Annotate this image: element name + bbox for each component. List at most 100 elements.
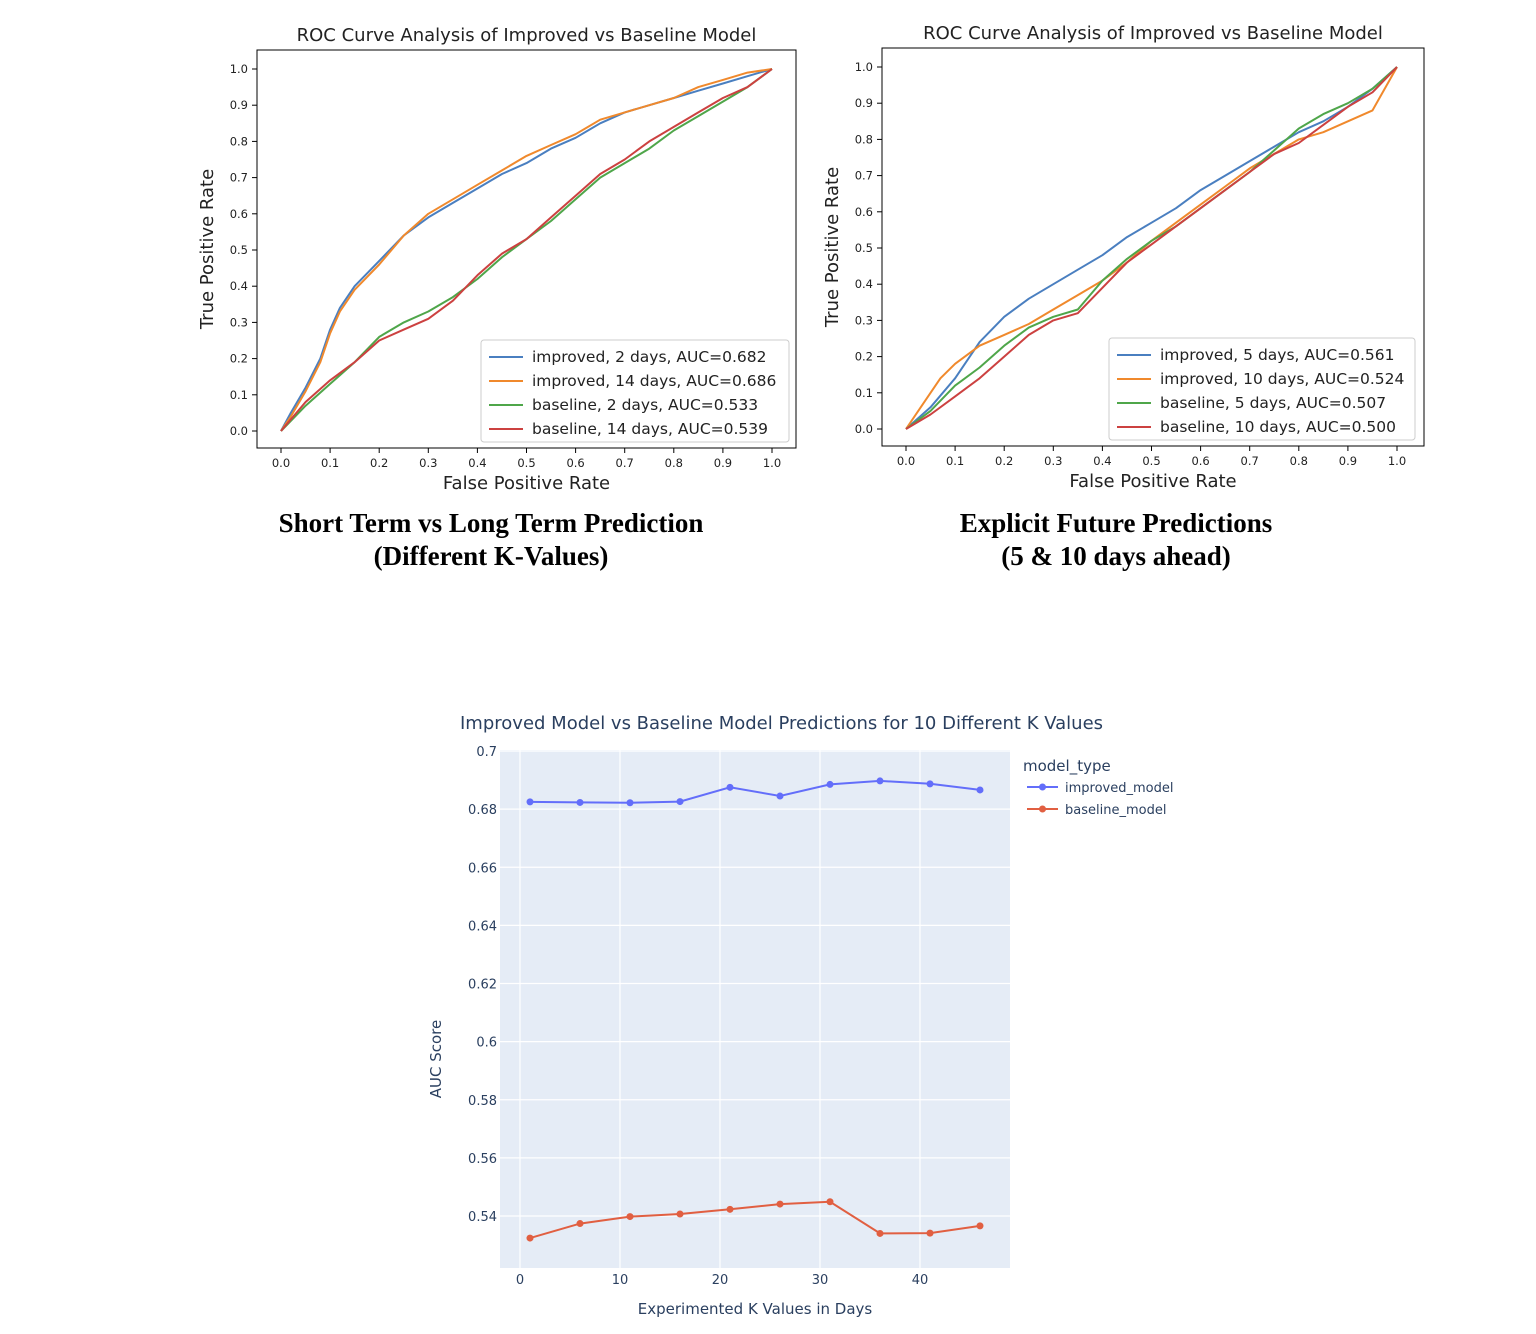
y-tick-label: 0.1: [855, 386, 873, 400]
point-improved_model: [526, 798, 534, 806]
caption-right: Explicit Future Predictions (5 & 10 days…: [866, 507, 1366, 573]
point-improved_model: [926, 780, 934, 788]
point-improved_model: [676, 798, 684, 806]
legend-label: improved, 10 days, AUC=0.524: [1160, 370, 1404, 388]
x-tick-label: 10: [612, 1273, 629, 1288]
roc-line-series-4: [905, 66, 1398, 430]
x-tick-label: 40: [912, 1273, 929, 1288]
x-tick-label: 0.2: [995, 454, 1013, 468]
caption-left: Short Term vs Long Term Prediction (Diff…: [191, 507, 791, 573]
x-tick-label: 0.7: [1241, 454, 1259, 468]
legend-marker: [1039, 805, 1046, 813]
x-tick-label: 0.2: [370, 456, 388, 470]
roc-chart-short-vs-long-term: ROC Curve Analysis of Improved vs Baseli…: [197, 25, 797, 494]
x-tick-label: 0.3: [1044, 454, 1062, 468]
y-axis-label: True Positive Rate: [822, 167, 843, 328]
y-tick-label: 0.6: [476, 1036, 497, 1051]
point-baseline_model: [776, 1200, 784, 1208]
x-tick-label: 0.6: [566, 456, 584, 470]
y-tick-label: 0.66: [468, 861, 497, 876]
x-axis-label: Experimented K Values in Days: [638, 1300, 873, 1318]
point-baseline_model: [726, 1205, 734, 1213]
y-tick-label: 0.6: [230, 207, 248, 221]
point-baseline_model: [876, 1229, 884, 1237]
legend-label: baseline, 5 days, AUC=0.507: [1160, 394, 1386, 412]
caption-right-line2: (5 & 10 days ahead): [1001, 541, 1231, 571]
legend-title: model_type: [1023, 757, 1111, 776]
point-improved_model: [976, 786, 984, 794]
point-baseline_model: [526, 1234, 534, 1242]
y-tick-label: 1.0: [855, 60, 873, 74]
chart-title: ROC Curve Analysis of Improved vs Baseli…: [923, 23, 1383, 44]
x-tick-label: 0.4: [468, 456, 486, 470]
caption-left-line1: Short Term vs Long Term Prediction: [278, 508, 704, 538]
roc-line-series-4: [280, 68, 773, 432]
x-tick-label: 0.5: [1142, 454, 1160, 468]
line-baseline_model: [529, 1200, 981, 1240]
y-tick-label: 0.2: [230, 352, 248, 366]
plot-background: [500, 750, 1010, 1268]
x-tick-label: 0.8: [665, 456, 683, 470]
x-tick-label: 0.8: [1290, 454, 1308, 468]
y-tick-label: 0.58: [468, 1094, 497, 1109]
x-tick-label: 0.1: [946, 454, 964, 468]
x-tick-label: 0.9: [714, 456, 732, 470]
y-tick-label: 0.62: [468, 978, 497, 993]
legend-label: improved, 14 days, AUC=0.686: [532, 372, 776, 390]
x-axis-label: False Positive Rate: [1069, 471, 1236, 492]
roc-line-series-2: [905, 66, 1398, 430]
y-tick-label: 1.0: [230, 62, 248, 76]
point-improved_model: [876, 777, 884, 785]
y-tick-label: 0.56: [468, 1152, 497, 1167]
legend-label: improved_model: [1065, 781, 1173, 796]
y-tick-label: 0.0: [230, 424, 248, 438]
point-improved_model: [726, 783, 734, 791]
roc-line-series-3: [905, 66, 1398, 430]
x-tick-label: 0.0: [897, 454, 915, 468]
x-tick-label: 0.6: [1191, 454, 1209, 468]
legend-label: baseline, 10 days, AUC=0.500: [1160, 418, 1396, 436]
legend-label: baseline, 2 days, AUC=0.533: [532, 396, 758, 414]
point-improved_model: [576, 798, 584, 806]
x-tick-label: 20: [712, 1273, 729, 1288]
y-tick-label: 0.0: [855, 422, 873, 436]
x-tick-label: 0.1: [321, 456, 339, 470]
roc-line-series-2: [280, 68, 773, 432]
y-tick-label: 0.7: [230, 171, 248, 185]
x-tick-label: 0.9: [1339, 454, 1357, 468]
x-tick-label: 0.5: [517, 456, 535, 470]
chart-title: ROC Curve Analysis of Improved vs Baseli…: [297, 25, 757, 46]
legend-label: improved, 5 days, AUC=0.561: [1160, 346, 1395, 364]
point-baseline_model: [626, 1213, 634, 1221]
y-tick-label: 0.7: [855, 169, 873, 183]
legend-box: [480, 339, 790, 443]
y-axis-label: AUC Score: [427, 1020, 445, 1099]
legend-marker: [1039, 783, 1046, 791]
roc-chart-explicit-future: ROC Curve Analysis of Improved vs Baseli…: [822, 23, 1425, 492]
y-tick-label: 0.9: [230, 98, 248, 112]
point-improved_model: [776, 792, 784, 800]
point-baseline_model: [826, 1198, 834, 1206]
caption-right-line1: Explicit Future Predictions: [959, 508, 1273, 538]
y-tick-label: 0.4: [230, 279, 248, 293]
point-baseline_model: [676, 1210, 684, 1218]
legend-box: [1108, 337, 1416, 441]
x-tick-label: 1.0: [1388, 454, 1406, 468]
y-tick-label: 0.4: [855, 277, 873, 291]
point-improved_model: [626, 799, 634, 807]
y-tick-label: 0.9: [855, 96, 873, 110]
y-tick-label: 0.3: [855, 313, 873, 327]
y-tick-label: 0.8: [855, 132, 873, 146]
caption-left-line2: (Different K-Values): [373, 541, 609, 571]
x-tick-label: 0.3: [419, 456, 437, 470]
y-tick-label: 0.5: [230, 243, 248, 257]
x-tick-label: 0.0: [272, 456, 290, 470]
point-baseline_model: [576, 1220, 584, 1228]
y-tick-label: 0.1: [230, 388, 248, 402]
y-tick-label: 0.6: [855, 205, 873, 219]
point-baseline_model: [976, 1222, 984, 1230]
x-tick-label: 0.7: [616, 456, 634, 470]
roc-line-series-1: [905, 66, 1398, 430]
x-tick-label: 1.0: [763, 456, 781, 470]
line-improved_model: [529, 779, 981, 804]
